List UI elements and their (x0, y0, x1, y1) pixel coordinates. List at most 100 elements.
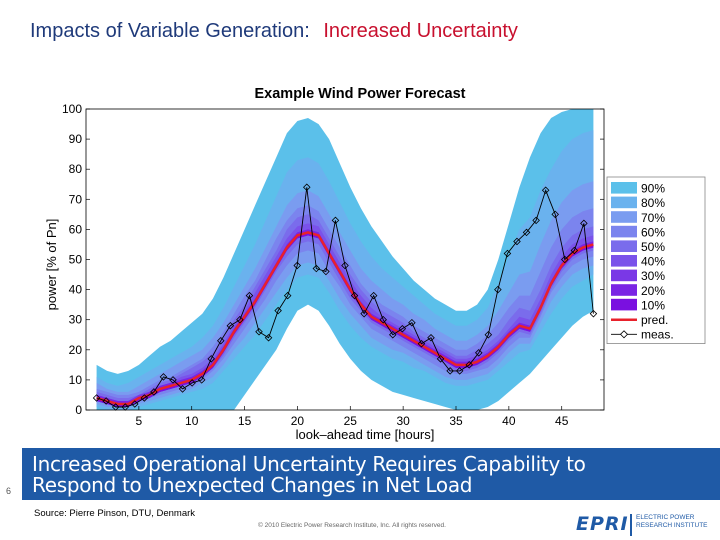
x-tick-label: 35 (449, 414, 463, 428)
legend-swatch (611, 211, 637, 223)
legend-label: pred. (641, 313, 668, 327)
legend-label: 10% (641, 298, 665, 312)
y-tick-label: 30 (69, 313, 83, 327)
pred-line (96, 231, 594, 406)
meas-point (360, 309, 368, 318)
meas-point (446, 367, 454, 375)
meas-point (283, 291, 292, 300)
epri-logo-mark: EPRI (576, 513, 629, 535)
meas-point (560, 255, 569, 264)
legend-label: 50% (641, 240, 665, 254)
banner-line-1: Increased Operational Uncertainty Requir… (32, 452, 586, 476)
legend-label: 30% (641, 269, 665, 283)
meas-point (312, 264, 321, 273)
x-tick-label: 25 (344, 414, 358, 428)
slide-title-highlight: Increased Uncertainty (323, 20, 518, 42)
meas-point (551, 210, 559, 219)
legend-swatch (611, 240, 637, 252)
meas-point (92, 394, 101, 402)
y-tick-label: 20 (69, 343, 83, 357)
x-axis-label: look–ahead time [hours] (296, 427, 435, 442)
meas-point (102, 397, 110, 405)
y-tick-label: 60 (69, 222, 83, 236)
meas-point (159, 373, 168, 381)
meas-point (455, 367, 464, 375)
meas-point (417, 340, 426, 348)
band-20pct (96, 229, 594, 407)
meas-point (150, 388, 158, 396)
meas-point (589, 309, 598, 318)
meas-point (379, 315, 387, 324)
chart-title: Example Wind Power Forecast (254, 86, 466, 102)
meas-line (96, 187, 594, 408)
meas-point (236, 315, 244, 324)
meas-point (475, 349, 483, 357)
meas-point (207, 355, 215, 363)
legend-swatch (611, 196, 637, 209)
y-tick-label: 40 (69, 283, 83, 297)
legend-swatch (611, 269, 637, 282)
legend-swatch (611, 182, 637, 194)
x-tick-label: 15 (238, 414, 252, 428)
meas-point (532, 216, 540, 225)
y-tick-label: 70 (69, 192, 83, 206)
meas-point (570, 246, 579, 255)
x-tick-label: 20 (291, 414, 305, 428)
legend-swatch (611, 225, 637, 238)
meas-point (274, 306, 282, 315)
meas-point (513, 237, 521, 246)
y-tick-label: 90 (69, 132, 83, 146)
x-tick-label: 40 (502, 414, 516, 428)
x-tick-label: 30 (396, 414, 410, 428)
meas-point (484, 330, 493, 339)
meas-point (131, 400, 139, 408)
meas-point (322, 267, 330, 276)
legend-swatch (611, 255, 637, 267)
meas-point (331, 216, 340, 225)
meas-point (303, 183, 311, 192)
legend-label: 20% (641, 284, 665, 298)
meas-point (436, 355, 445, 363)
meas-point (398, 324, 407, 333)
slide-number: 6 (6, 486, 12, 496)
meas-point (226, 321, 235, 330)
y-tick-label: 0 (75, 403, 82, 417)
meas-point (408, 318, 416, 327)
epri-logo: EPRI ELECTRIC POWER RESEARCH INSTITUTE (576, 512, 718, 538)
meas-point (245, 291, 254, 300)
legend-label: meas. (641, 328, 674, 342)
meas-point (494, 285, 502, 294)
meas-point (541, 186, 550, 195)
meas-point (169, 376, 177, 384)
meas-point (341, 261, 349, 270)
meas-point (503, 249, 512, 258)
conclusion-banner: Increased Operational Uncertainty Requir… (22, 448, 720, 500)
y-tick-label: 80 (69, 162, 83, 176)
legend-label: 90% (641, 182, 665, 196)
meas-point (255, 327, 263, 336)
legend-swatch (611, 284, 637, 296)
meas-point (389, 330, 397, 339)
meas-point (427, 333, 435, 342)
meas-point (140, 394, 149, 402)
y-tick-label: 100 (62, 102, 82, 116)
x-tick-label: 5 (136, 414, 143, 428)
legend-label: 70% (641, 211, 665, 225)
x-tick-label: 10 (185, 414, 199, 428)
meas-point (217, 337, 225, 345)
meas-point (178, 385, 187, 393)
legend-swatch (611, 298, 637, 311)
meas-point (369, 291, 378, 300)
meas-point (293, 261, 301, 270)
legend-label: 60% (641, 225, 665, 239)
legend-meas-marker (619, 330, 629, 339)
meas-point (188, 379, 196, 387)
legend-label: 80% (641, 196, 665, 210)
copyright-notice: © 2010 Electric Power Research Institute… (258, 522, 446, 529)
slide-title: Impacts of Variable Generation: Increase… (30, 20, 518, 43)
y-axis-label: power [% of Pn] (44, 219, 59, 311)
source-note: Source: Pierre Pinson, DTU, Denmark (34, 508, 196, 519)
logo-subtitle: ELECTRIC POWER RESEARCH INSTITUTE (636, 514, 708, 529)
logo-subtitle-line-1: ELECTRIC POWER (636, 514, 695, 521)
